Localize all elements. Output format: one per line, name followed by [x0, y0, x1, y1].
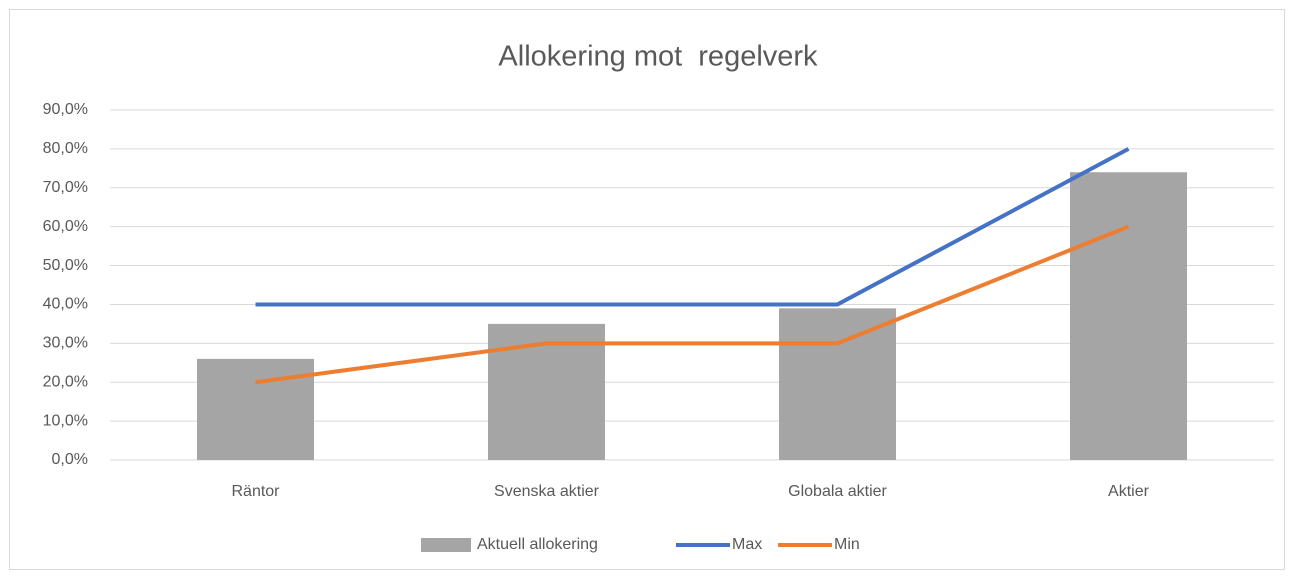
chart-title: Allokering mot regelverk	[498, 41, 818, 73]
bar	[779, 308, 896, 460]
y-tick-label: 20,0%	[43, 373, 88, 390]
legend-label: Aktuell allokering	[477, 536, 598, 553]
legend-label: Max	[732, 536, 762, 553]
y-tick-label: 10,0%	[43, 412, 88, 429]
y-tick-label: 70,0%	[43, 179, 88, 196]
line	[255, 147, 1130, 307]
y-tick-label: 30,0%	[43, 335, 88, 352]
legend-swatch	[421, 538, 471, 552]
y-tick-label: 80,0%	[43, 140, 88, 157]
x-tick-label: Räntor	[231, 483, 280, 500]
bar	[197, 358, 314, 460]
y-tick-label: 90,0%	[43, 101, 88, 118]
bar	[1070, 172, 1187, 460]
legend-label: Min	[834, 536, 860, 553]
y-tick-label: 40,0%	[43, 296, 88, 313]
x-tick-label: Svenska aktier	[494, 483, 600, 500]
line	[255, 224, 1130, 385]
y-tick-label: 50,0%	[43, 257, 88, 274]
x-tick-label: Globala aktier	[788, 483, 887, 500]
y-tick-label: 60,0%	[43, 218, 88, 235]
y-tick-label: 0,0%	[52, 451, 88, 468]
x-tick-label: Aktier	[1108, 483, 1150, 500]
